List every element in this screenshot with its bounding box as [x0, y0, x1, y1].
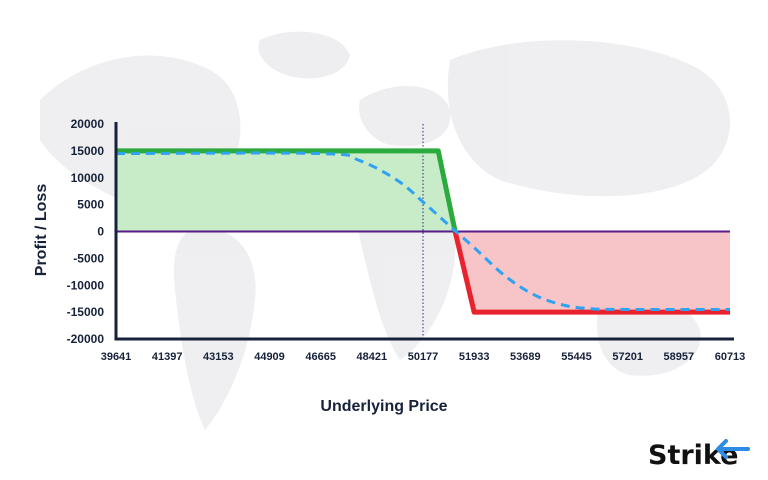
x-tick-label: 58957: [664, 351, 695, 363]
y-tick-label: 0: [97, 225, 104, 239]
plot-area: [114, 122, 734, 341]
loss-region: [455, 231, 730, 313]
profit-region: [116, 150, 456, 232]
tick-labels: 20000 15000 10000 5000 0 -5000 -10000 -15000 -20…: [67, 117, 746, 363]
y-tick-label: 5000: [77, 198, 104, 212]
y-tick-label: -15000: [67, 305, 105, 319]
x-tick-label: 51933: [459, 351, 490, 363]
y-axis-title: Profit / Loss: [33, 184, 50, 277]
y-tick-label: 20000: [71, 117, 105, 131]
x-tick-label: 53689: [510, 351, 541, 363]
brand-arrow-icon: [716, 439, 750, 459]
y-tick-label: -20000: [67, 332, 105, 346]
x-tick-label: 41397: [152, 351, 183, 363]
x-tick-label: 48421: [357, 351, 388, 363]
y-tick-label: -5000: [73, 251, 104, 265]
x-tick-label: 60713: [715, 351, 746, 363]
payoff-line-profit: [116, 148, 458, 233]
x-tick-label: 57201: [612, 351, 643, 363]
x-tick-label: 50177: [408, 351, 439, 363]
x-axis-title: Underlying Price: [320, 398, 447, 415]
y-tick-label: -10000: [67, 278, 105, 292]
y-tick-label: 10000: [71, 171, 105, 185]
x-tick-label: 46665: [305, 351, 336, 363]
x-tick-label: 43153: [203, 351, 234, 363]
world-map-background: [40, 31, 730, 430]
x-tick-label: 39641: [101, 351, 132, 363]
payoff-line-loss: [452, 230, 730, 315]
brand-logo: Strike: [648, 439, 750, 471]
x-tick-label: 55445: [561, 351, 592, 363]
x-tick-label: 44909: [254, 351, 285, 363]
y-tick-label: 15000: [71, 144, 105, 158]
